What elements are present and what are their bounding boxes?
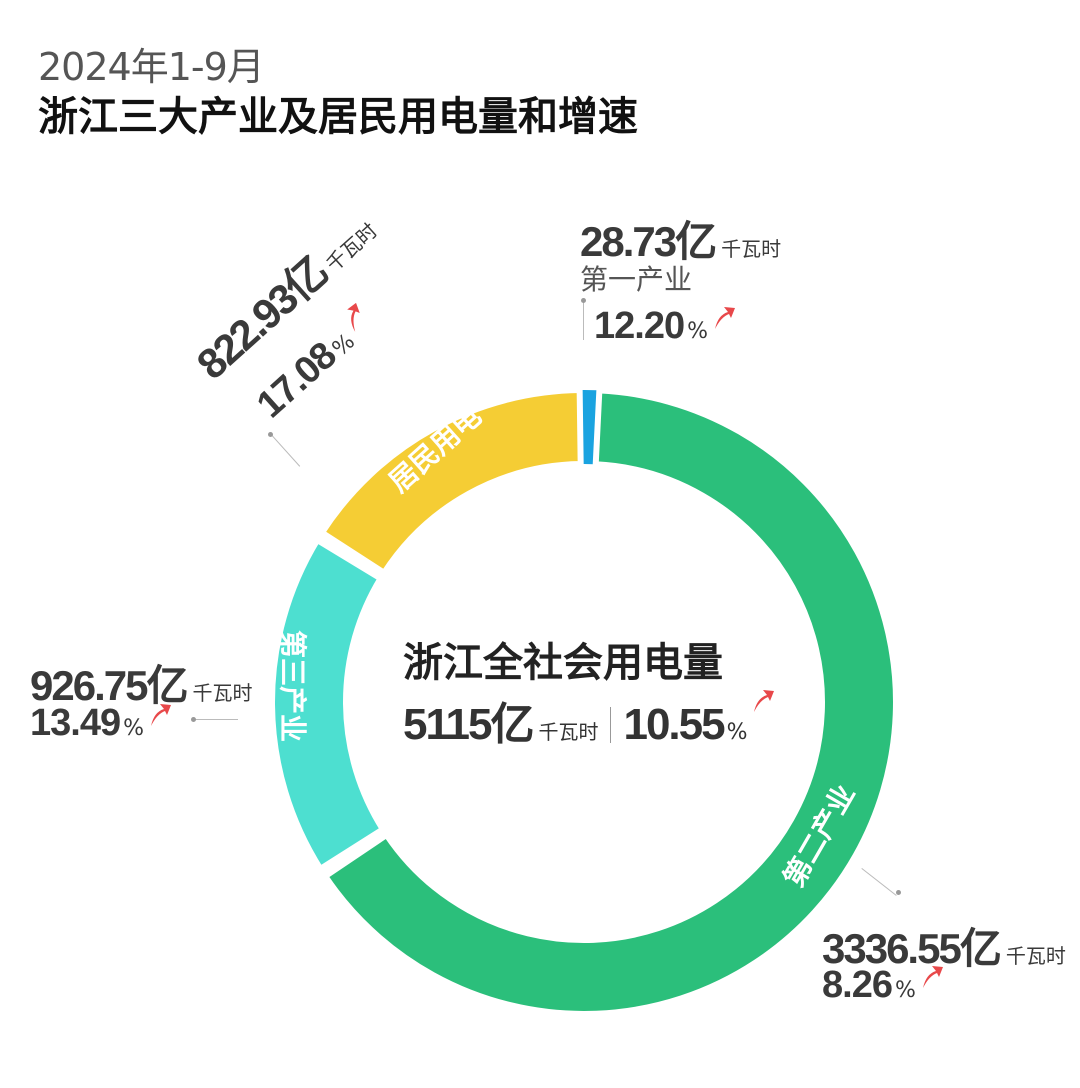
label-primary: 28.73亿 千瓦时 [580,208,781,269]
segment-label-tertiary: 第三产业 [276,629,310,743]
segment-tertiary [269,537,386,872]
label-secondary: 3336.55亿 千瓦时 [822,915,1066,976]
center-total-value: 5115亿 [403,700,534,749]
value-secondary: 3336.55亿 [822,925,1002,972]
growth-primary: 12.20% [594,305,736,348]
chart-title: 浙江三大产业及居民用电量和增速 [38,93,638,140]
center-divider [610,707,612,743]
center-total: 5115亿 千瓦时 10.55% [403,688,775,752]
segment-primary [581,390,598,465]
growth-resident: 17.08% [249,300,383,427]
center-growth-value: 10.55 [623,700,725,749]
leader-dot-tertiary [191,717,196,722]
unit-secondary: 千瓦时 [1005,944,1066,968]
up-arrow-icon [922,966,943,988]
percent-sign: % [687,319,708,344]
leader-dot-resident [268,432,273,437]
growth-secondary-value: 8.26 [822,964,893,1006]
growth-tertiary: 13.49% [30,702,172,745]
growth-secondary: 8.26% [822,964,944,1007]
percent-sign: % [894,978,916,1003]
up-arrow-icon [151,704,171,726]
up-arrow-icon [754,690,775,712]
leader-primary [583,300,584,340]
value-primary: 28.73亿 [580,218,717,265]
center-title: 浙江全社会用电量 [403,639,723,686]
value-tertiary: 926.75亿 [30,662,188,709]
leader-dot-secondary [896,890,901,895]
segment-resident [318,387,584,576]
center-total-unit: 千瓦时 [538,720,599,744]
percent-sign: % [726,720,748,745]
unit-tertiary: 千瓦时 [192,681,253,705]
up-arrow-icon [347,302,360,332]
unit-primary: 千瓦时 [721,237,782,261]
growth-tertiary-value: 13.49 [30,702,121,744]
label-tertiary: 926.75亿 千瓦时 [30,652,252,713]
segment-secondary [322,387,899,1017]
chart-subtitle: 2024年1-9月 [38,45,265,89]
name-primary: 第一产业 [580,263,693,296]
leader-tertiary [194,719,238,720]
up-arrow-icon [715,307,735,329]
percent-sign: % [123,716,144,741]
growth-primary-value: 12.20 [594,305,685,347]
leader-dot-primary [581,298,586,303]
